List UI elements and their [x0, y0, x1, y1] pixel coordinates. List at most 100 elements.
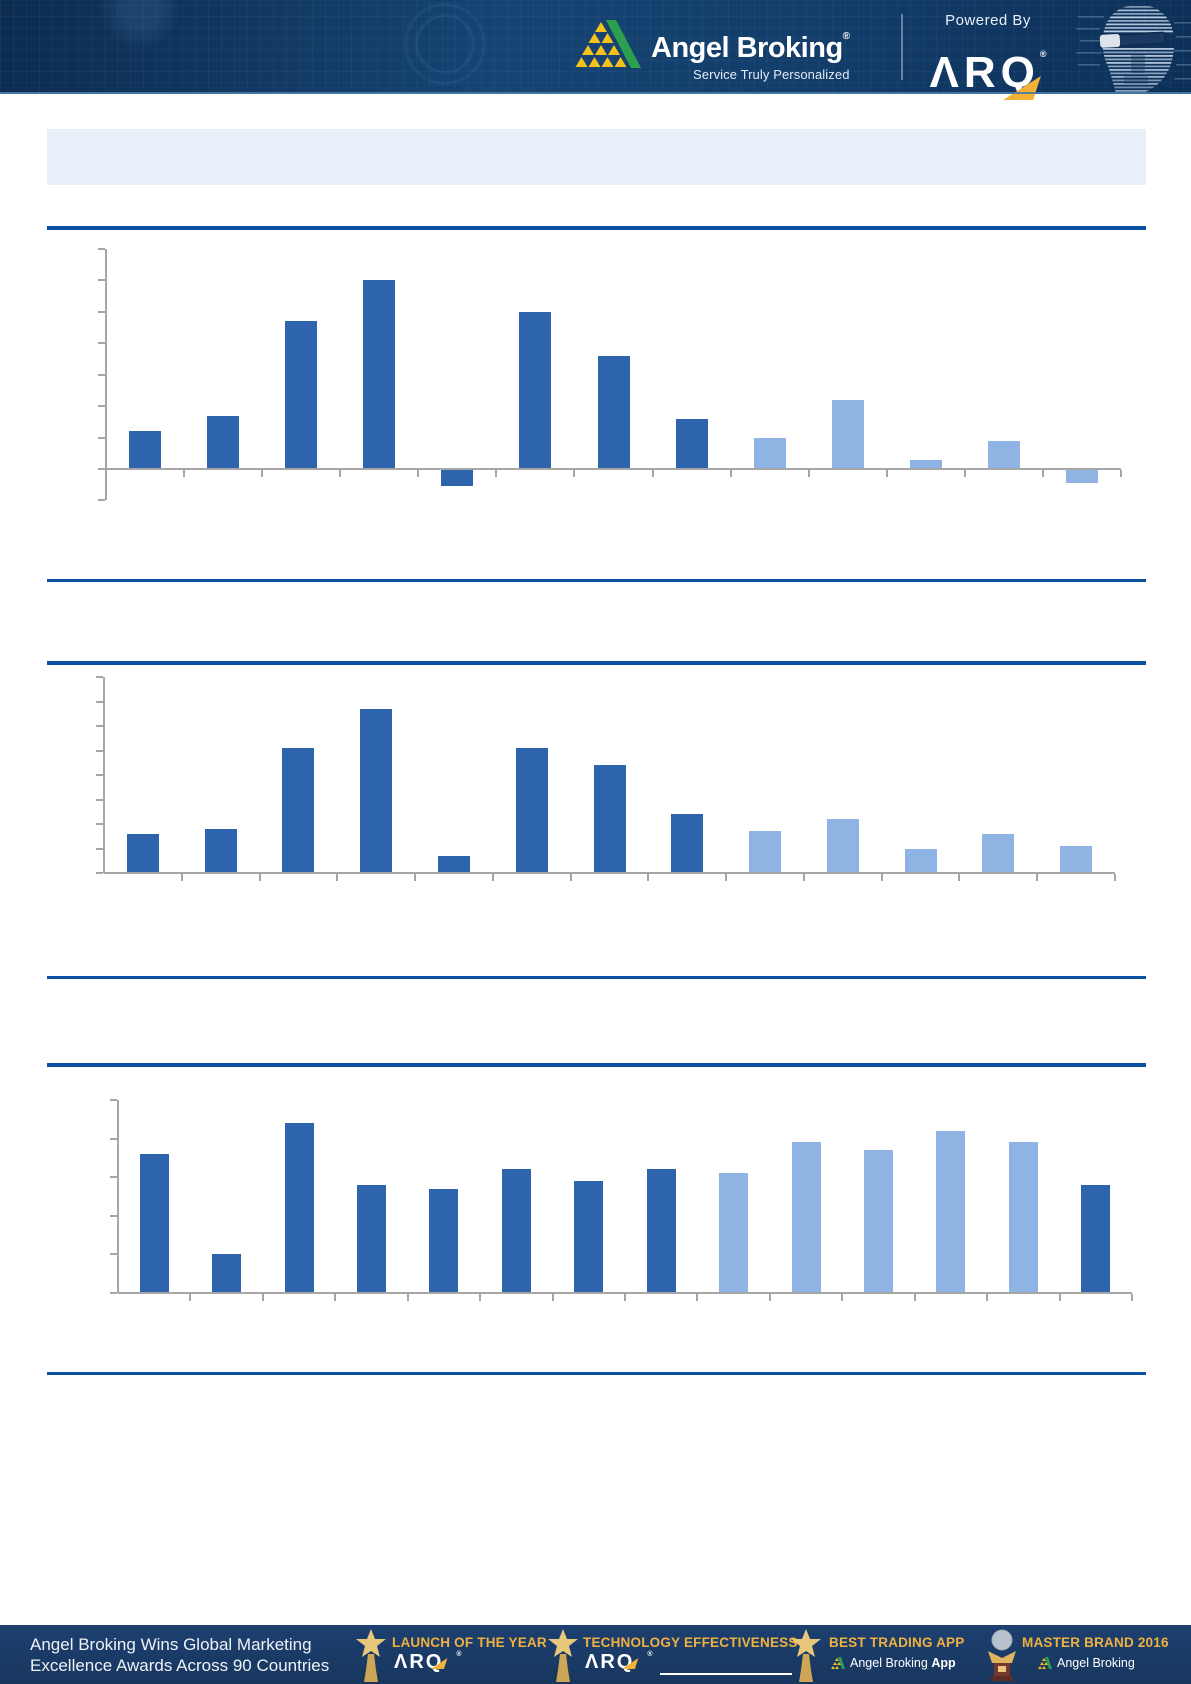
- y-tick: [96, 847, 103, 850]
- bar: [791, 1142, 821, 1293]
- award-title: TECHNOLOGY EFFECTIVENESS: [583, 1635, 798, 1650]
- x-tick: [189, 1294, 192, 1301]
- header-banner: Angel Broking® Service Truly Personalize…: [0, 0, 1191, 100]
- y-tick: [110, 1214, 117, 1217]
- award-subtitle: Angel Broking: [1038, 1656, 1135, 1670]
- x-tick: [913, 1294, 916, 1301]
- x-tick: [1131, 1294, 1133, 1301]
- globe-trophy-icon: [988, 1629, 1016, 1681]
- x-tick: [725, 874, 728, 881]
- visor-band: [1099, 31, 1167, 48]
- bar: [207, 415, 240, 469]
- bar: [285, 321, 318, 469]
- bar: [204, 828, 237, 873]
- x-tick: [479, 1294, 482, 1301]
- chart3-title-underline: [47, 1063, 1146, 1067]
- arq-q-tail-icon: [622, 1658, 639, 1669]
- award-arq-logo: ΛRQ ®: [394, 1651, 464, 1673]
- x-tick: [647, 874, 650, 881]
- bar: [749, 831, 782, 873]
- x-tick: [569, 874, 572, 881]
- x-tick: [696, 1294, 699, 1301]
- star-trophy-icon: [791, 1629, 821, 1682]
- y-tick: [110, 1176, 117, 1179]
- brand-tagline: Service Truly Personalized: [693, 67, 850, 82]
- award-title: BEST TRADING APP: [829, 1635, 965, 1650]
- x-tick: [880, 874, 883, 881]
- mini-angel-logo-icon: [831, 1657, 845, 1669]
- award-title: LAUNCH OF THE YEAR: [392, 1635, 547, 1650]
- bar: [519, 311, 552, 469]
- y-tick: [110, 1253, 117, 1256]
- x-tick: [336, 874, 339, 881]
- x-tick: [573, 470, 576, 477]
- y-tick: [110, 1292, 117, 1294]
- x-axis: [118, 1292, 1132, 1294]
- bar: [282, 748, 315, 873]
- bar: [429, 1188, 459, 1293]
- bar: [671, 814, 704, 873]
- brand-lockup: Angel Broking® Service Truly Personalize…: [575, 20, 850, 82]
- y-tick: [98, 342, 105, 345]
- bar: [1060, 846, 1093, 873]
- star-trophy-icon: [548, 1629, 578, 1682]
- bar: [1065, 470, 1098, 483]
- powered-by-block: Powered By ΛRQ®: [908, 12, 1068, 100]
- x-tick: [986, 1294, 989, 1301]
- bar: [909, 459, 942, 469]
- award-arq-logo: ΛRQ ®: [585, 1651, 655, 1673]
- y-tick: [98, 468, 105, 470]
- bar: [987, 440, 1020, 469]
- y-tick: [96, 676, 103, 678]
- x-tick: [885, 470, 888, 477]
- section-divider: [47, 1372, 1146, 1375]
- x-tick: [183, 470, 186, 477]
- arq-q-tail-icon: [431, 1658, 448, 1669]
- brand-name: Angel Broking®: [651, 31, 850, 64]
- bar: [284, 1123, 314, 1293]
- y-tick: [96, 749, 103, 752]
- registered-mark: ®: [842, 31, 850, 42]
- y-tick: [110, 1099, 117, 1101]
- y-tick: [96, 872, 103, 874]
- bar: [357, 1184, 386, 1293]
- bar: [129, 431, 162, 469]
- x-tick: [495, 470, 498, 477]
- bar: [515, 748, 548, 873]
- y-tick: [98, 310, 105, 313]
- header-divider: [901, 14, 903, 80]
- awards-footer: Angel Broking Wins Global Marketing Exce…: [0, 1625, 1191, 1684]
- header-bottom-edge: [0, 92, 1191, 94]
- y-tick: [96, 823, 103, 825]
- chart2-title-underline: [47, 661, 1146, 665]
- award-subtitle: Angel Broking App: [831, 1656, 956, 1670]
- y-tick: [96, 700, 103, 703]
- x-tick: [180, 874, 183, 881]
- bar: [675, 418, 708, 469]
- footer-headline-line2: Excellence Awards Across 90 Countries: [30, 1656, 330, 1675]
- x-tick: [841, 1294, 844, 1301]
- x-tick: [417, 470, 420, 477]
- bar: [139, 1154, 169, 1293]
- bar: [646, 1169, 676, 1293]
- x-tick: [334, 1294, 337, 1301]
- y-tick: [98, 248, 105, 250]
- bar: [826, 819, 859, 873]
- x-tick: [624, 1294, 626, 1301]
- footer-headline-line1: Angel Broking Wins Global Marketing: [30, 1635, 312, 1654]
- bar: [437, 855, 470, 873]
- x-tick: [651, 470, 654, 477]
- bar: [126, 833, 159, 873]
- title-box: [47, 129, 1146, 185]
- bar: [212, 1254, 242, 1293]
- x-tick: [1120, 470, 1122, 477]
- bar: [982, 833, 1015, 873]
- x-tick: [406, 1294, 409, 1301]
- footer-headline: Angel Broking Wins Global Marketing Exce…: [30, 1634, 329, 1676]
- x-tick: [802, 874, 805, 881]
- chart1-title-underline: [47, 226, 1146, 230]
- x-axis: [106, 468, 1121, 470]
